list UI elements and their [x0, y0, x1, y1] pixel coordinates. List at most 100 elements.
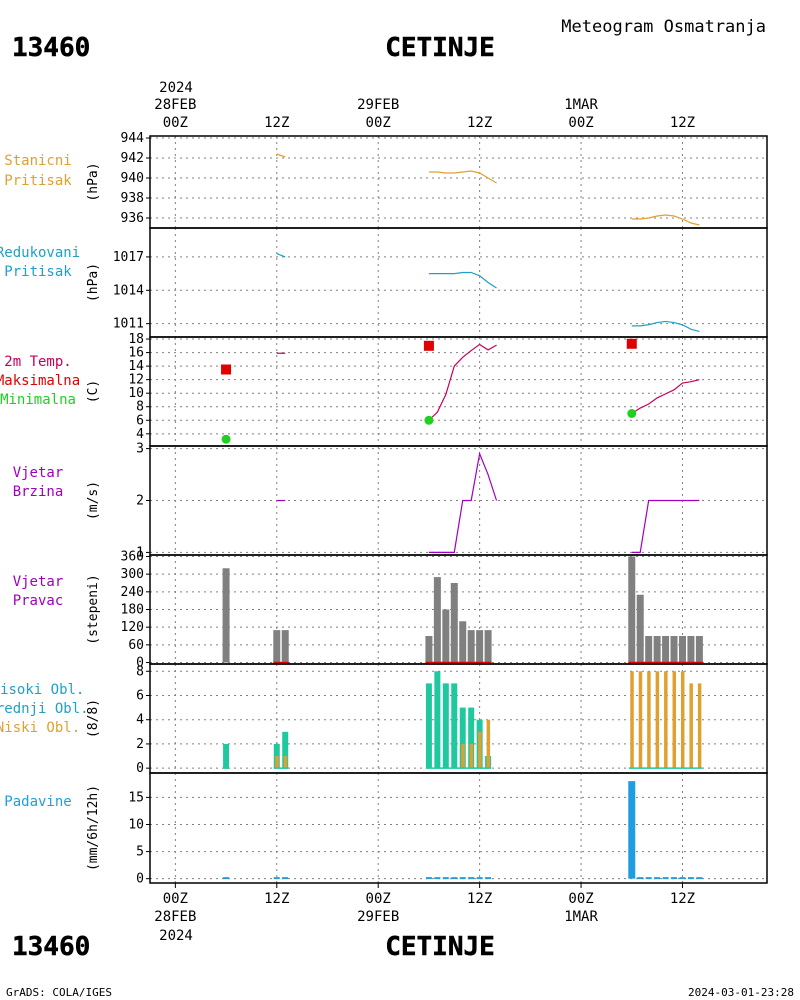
panel-precipitation: 0 5 10 15 (mm/6h/12h) Padavine [4, 772, 768, 887]
time-label-top: 28FEB [154, 97, 196, 113]
precip-trace-mark [654, 877, 661, 880]
cloud-mid-bar [223, 743, 230, 769]
meteogram-subtitle: Meteogram Osmatranja [561, 17, 766, 37]
panel-title-line: Pravac [13, 593, 64, 609]
precip-trace-mark [468, 877, 475, 880]
wind-direction-bar [628, 556, 636, 663]
y-tick-label: 1011 [113, 317, 144, 332]
precip-trace-mark [645, 877, 652, 880]
top-year-label: 2024 [159, 80, 193, 96]
tmin-marker [627, 409, 637, 419]
y-tick-label: 60 [128, 638, 144, 653]
cloud-low-bar [680, 671, 685, 769]
station-id-top: 13460 [12, 33, 90, 63]
time-label-bottom: 1MAR [564, 909, 598, 925]
y-tick-label: 6 [136, 413, 144, 428]
panel-title-line: 2m Temp. [4, 354, 71, 370]
series-line [428, 170, 497, 184]
wind-direction-bar [281, 630, 289, 663]
tmax-marker [626, 338, 637, 349]
panel-frame [149, 227, 768, 338]
wind-direction-bar [222, 568, 230, 663]
time-label-top: 00Z [366, 115, 391, 131]
time-label-bottom: 28FEB [154, 909, 196, 925]
panel-title-line: Pritisak [4, 173, 72, 189]
wind-direction-bar [653, 636, 661, 663]
cloud-low-bar [655, 671, 660, 769]
time-label-bottom: 00Z [366, 891, 391, 907]
wind-direction-bar [670, 636, 678, 663]
tmin-marker [221, 434, 231, 444]
y-tick-label: 10 [128, 817, 144, 832]
cloud-low-bar [697, 683, 702, 769]
precip-trace-mark [637, 877, 644, 880]
y-tick-label: 0 [136, 872, 144, 887]
cloud-low-bar [486, 719, 491, 769]
panel-frame [149, 336, 768, 447]
series-line [631, 320, 700, 333]
y-tick-label: 5 [136, 845, 144, 860]
y-tick-label: 0 [136, 761, 144, 776]
cloud-low-bar [478, 731, 482, 769]
series-line [276, 153, 286, 158]
series-line [428, 271, 497, 289]
precip-trace-mark [459, 877, 466, 880]
cloud-low-bar [469, 743, 474, 769]
panel-unit-label: (hPa) [86, 263, 101, 302]
precip-bar [628, 781, 636, 879]
time-label-top: 29FEB [357, 97, 399, 113]
wind-direction-bar [273, 630, 281, 663]
precip-trace-mark [485, 877, 492, 880]
wind-direction-bar [467, 630, 475, 663]
cloud-low-bar [638, 671, 643, 769]
wind-direction-bar [687, 636, 695, 663]
cloud-mid-bar [282, 731, 289, 769]
panel-unit-label: (m/s) [86, 481, 101, 520]
y-tick-label: 15 [128, 790, 144, 805]
panel-title-line: Pritisak [4, 264, 72, 280]
panel-title-line: Srednji Obl. [0, 701, 89, 717]
cloud-low-bar [275, 756, 279, 769]
time-label-top: 00Z [568, 115, 593, 131]
y-tick-label: 944 [121, 131, 145, 146]
precip-trace-mark [451, 877, 458, 880]
precip-trace-mark [282, 877, 289, 880]
panel-title-line: Stanicni [4, 153, 71, 169]
wind-direction-bar [442, 609, 450, 663]
wind-direction-bar [450, 582, 458, 663]
y-tick-label: 120 [121, 620, 144, 635]
precip-trace-mark [434, 877, 441, 880]
time-label-bottom: 00Z [568, 891, 593, 907]
wind-direction-bar [636, 594, 644, 663]
render-timestamp: 2024-03-01-23:28 [688, 986, 794, 999]
station-id-bottom: 13460 [12, 932, 90, 962]
tmin-marker [424, 415, 434, 425]
cloud-low-bar [630, 671, 634, 769]
y-tick-label: 16 [128, 346, 144, 361]
panel-station_pressure: 936 938 940 942 944 (hPa) Stanicni Pritisak [4, 131, 768, 229]
station-name-top: CETINJE [385, 33, 495, 63]
panel-wind_speed: 1 2 3 (m/s) Vjetar Brzina [13, 442, 768, 560]
wind-direction-bar [459, 621, 467, 663]
grads-credit: GrADS: COLA/IGES [6, 986, 112, 999]
panel-title-line: Visoki Obl. [0, 682, 84, 698]
time-label-top: 12Z [264, 115, 289, 131]
y-tick-label: 0 [136, 656, 144, 671]
time-label-bottom: 29FEB [357, 909, 399, 925]
time-label-top: 12Z [670, 115, 695, 131]
series-line [428, 451, 498, 554]
y-tick-label: 18 [128, 332, 144, 347]
wind-direction-bar [695, 636, 703, 663]
tmax-marker [221, 364, 232, 375]
series-line [428, 343, 497, 421]
tmax-marker [423, 340, 434, 351]
wind-direction-bar [476, 630, 484, 663]
cloud-low-bar [672, 671, 677, 769]
y-tick-label: 8 [136, 664, 144, 679]
panel-title-line: Vjetar [13, 574, 64, 590]
y-tick-label: 2 [136, 737, 144, 752]
y-tick-label: 936 [121, 211, 144, 226]
panel-title-line: Vjetar [13, 465, 64, 481]
time-axis-bottom: 00Z 28FEB 12Z 00Z 29FEB 12Z 00Z 1MAR 12Z [154, 883, 695, 925]
time-label-bottom: 12Z [264, 891, 289, 907]
